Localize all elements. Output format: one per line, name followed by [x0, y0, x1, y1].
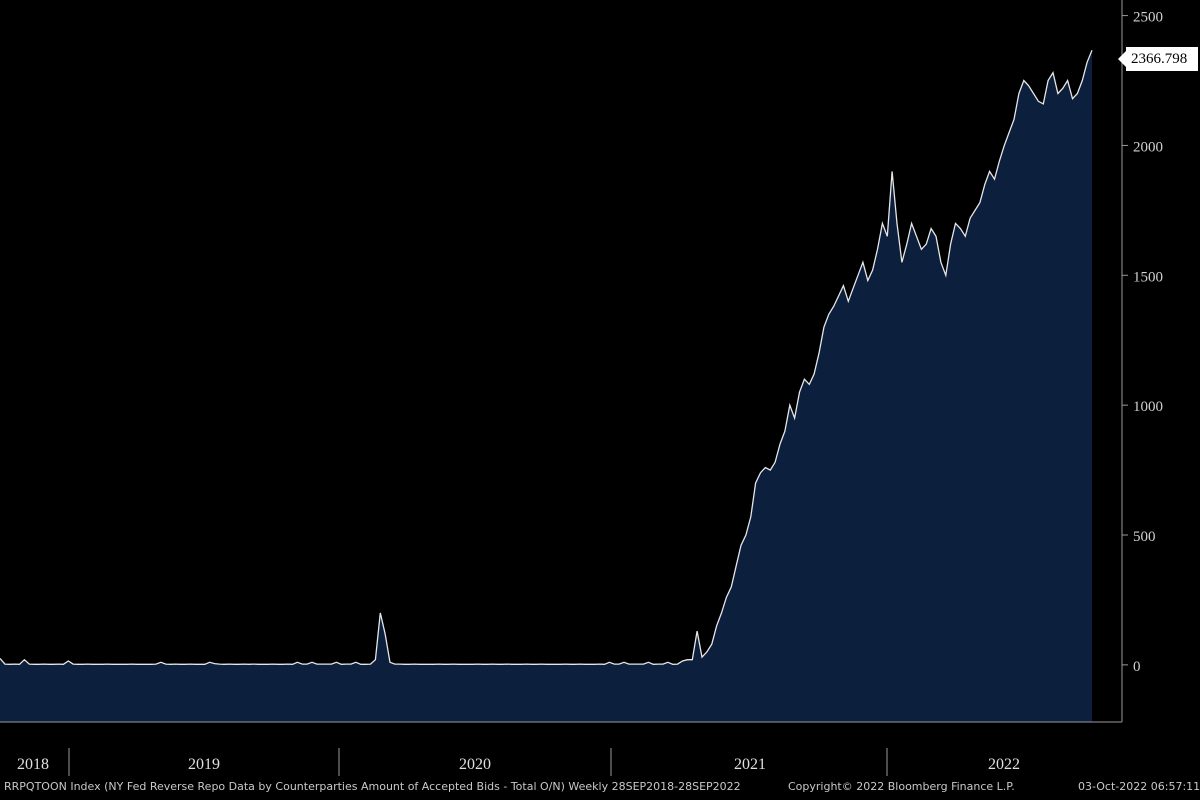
y-tick-label: 0 — [1133, 659, 1141, 675]
footer-timestamp: 03-Oct-2022 06:57:11 — [1078, 780, 1200, 793]
series-line — [0, 49, 1093, 665]
x-year-label: 2018 — [17, 756, 49, 773]
x-year-label: 2021 — [734, 756, 766, 773]
footer-source: RRPQTOON Index (NY Fed Reverse Repo Data… — [4, 780, 741, 793]
footer-copyright: Copyright© 2022 Bloomberg Finance L.P. — [788, 780, 1015, 793]
y-axis: 2500 2000 1500 1000 500 0 — [1121, 0, 1163, 722]
y-tick-label: 2500 — [1133, 10, 1163, 26]
x-axis: 2018 2019 2020 2021 2022 — [0, 721, 1122, 776]
plot-area — [0, 49, 1093, 722]
y-tick-label: 1500 — [1133, 269, 1163, 285]
x-year-label: 2019 — [188, 756, 220, 773]
last-value-pointer — [1118, 51, 1126, 67]
x-year-label: 2020 — [459, 756, 491, 773]
series-area — [0, 50, 1092, 722]
y-tick-label: 1000 — [1133, 399, 1163, 415]
y-tick-label: 2000 — [1133, 139, 1163, 155]
last-value-label: 2366.798 — [1126, 47, 1198, 71]
x-year-label: 2022 — [988, 756, 1020, 773]
y-tick-label: 500 — [1133, 529, 1156, 545]
